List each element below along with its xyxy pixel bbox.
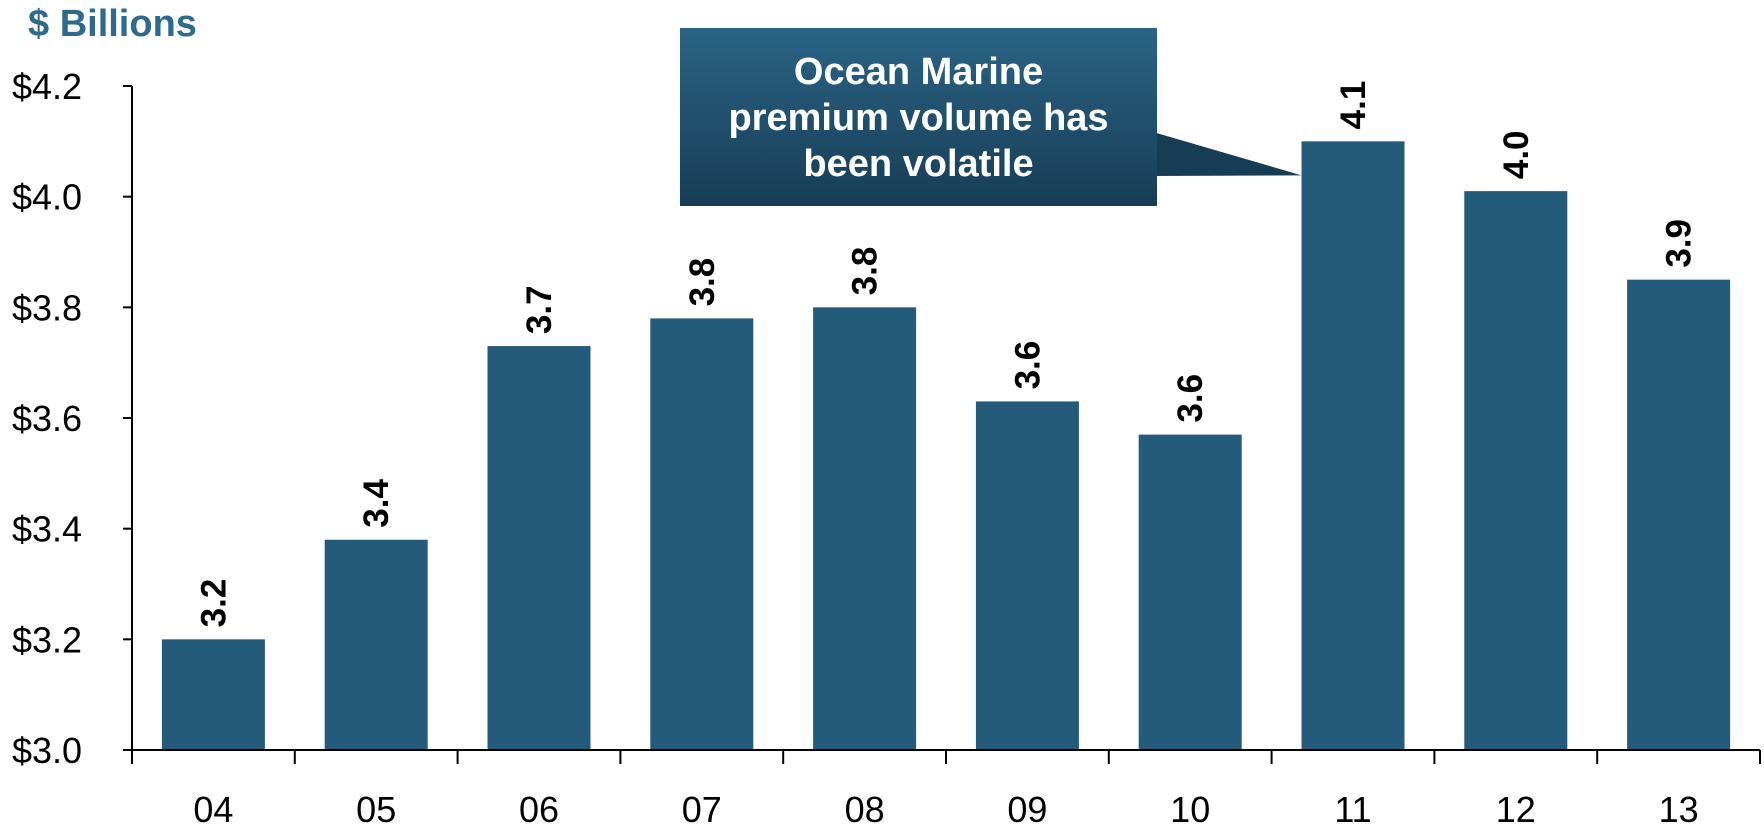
data-label: 3.9 — [1660, 219, 1699, 268]
callout-text-line: Ocean Marine — [794, 51, 1043, 93]
bar — [1627, 279, 1731, 750]
bar — [487, 346, 591, 750]
x-tick-label: 11 — [1334, 789, 1371, 830]
y-tick-label: $3.6 — [12, 398, 82, 439]
bar — [975, 401, 1079, 750]
y-tick-label: $4.2 — [12, 66, 82, 107]
data-label: 3.6 — [1171, 374, 1210, 423]
data-label: 3.7 — [520, 285, 559, 334]
y-tick-label: $4.0 — [12, 177, 82, 218]
bar — [1138, 434, 1242, 750]
callout: Ocean Marine premium volume has been volat… — [680, 28, 1302, 206]
x-tick-label: 06 — [519, 789, 559, 830]
bar — [324, 539, 428, 750]
data-label: 3.2 — [194, 579, 233, 628]
data-label: 3.8 — [846, 247, 885, 296]
bar — [1464, 191, 1568, 751]
bar — [161, 639, 265, 750]
data-label: 3.6 — [1008, 341, 1047, 390]
bar — [813, 307, 917, 750]
callout-text-line: premium volume has — [728, 97, 1108, 139]
x-tick-label: 07 — [682, 789, 722, 830]
bar — [1301, 141, 1405, 751]
data-label: 3.4 — [357, 479, 396, 528]
data-label: 3.8 — [683, 258, 722, 307]
y-tick-label: $3.4 — [12, 509, 82, 550]
y-tick-label: $3.8 — [12, 287, 82, 328]
x-tick-label: 09 — [1007, 789, 1047, 830]
x-tick-label: 04 — [193, 789, 233, 830]
y-axis: $3.0 $3.2 $3.4 $3.6 $3.8 $4.0 $4.2 — [12, 66, 133, 771]
value-labels: 3.2 3.4 3.7 3.8 3.8 3.6 3.6 4.1 4.0 3.9 — [194, 81, 1698, 628]
y-tick-label: $3.2 — [12, 619, 82, 660]
x-tick-label: 12 — [1496, 789, 1536, 830]
callout-text: Ocean Marine premium volume has been volat… — [728, 51, 1108, 185]
x-tick-label: 08 — [845, 789, 885, 830]
x-tick-label: 05 — [356, 789, 396, 830]
unit-label: $ Billions — [28, 3, 197, 45]
callout-pointer — [1153, 132, 1302, 176]
data-label: 4.1 — [1334, 81, 1373, 130]
y-tick-label: $3.0 — [12, 730, 82, 771]
callout-text-line: been volatile — [803, 143, 1033, 185]
bars — [161, 141, 1731, 751]
callout-box — [680, 28, 1157, 206]
x-axis: 04 05 06 07 08 09 10 11 12 13 — [131, 749, 1761, 830]
data-label: 4.0 — [1497, 130, 1536, 179]
bar — [650, 318, 754, 750]
x-tick-label: 13 — [1659, 789, 1699, 830]
x-tick-label: 10 — [1170, 789, 1210, 830]
